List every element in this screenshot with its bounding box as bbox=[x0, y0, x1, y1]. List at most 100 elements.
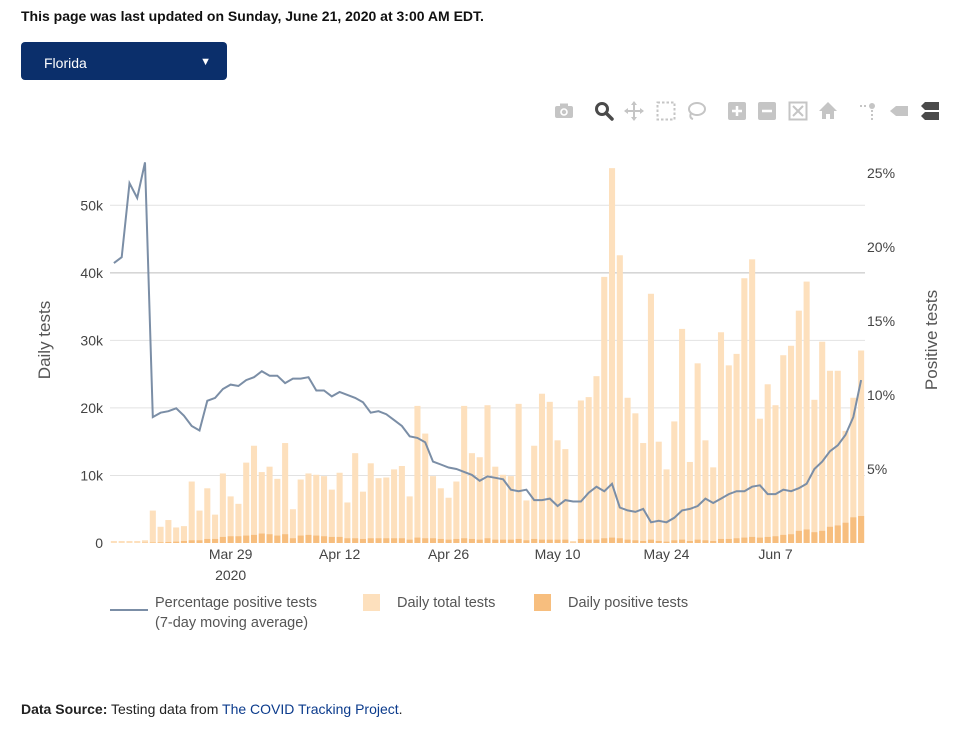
box-select-icon[interactable] bbox=[655, 100, 677, 122]
y2-tick-label: 15% bbox=[867, 313, 895, 329]
positive-tests-bar bbox=[593, 539, 600, 543]
hover-closest-icon[interactable] bbox=[888, 100, 910, 122]
positive-tests-bar bbox=[344, 538, 351, 543]
positive-tests-bar bbox=[850, 517, 857, 543]
positive-tests-bar bbox=[710, 540, 717, 543]
positive-tests-bar bbox=[484, 538, 491, 543]
spike-lines-icon[interactable] bbox=[857, 100, 879, 122]
positive-tests-bar bbox=[717, 538, 725, 543]
total-tests-bars bbox=[110, 168, 865, 543]
total-tests-bar bbox=[468, 453, 475, 543]
legend-label: Daily positive tests bbox=[568, 595, 689, 611]
total-tests-bar bbox=[780, 355, 787, 543]
data-source: Data Source: Testing data from The COVID… bbox=[21, 701, 403, 717]
positive-tests-bar bbox=[212, 538, 219, 543]
total-tests-bar bbox=[632, 413, 639, 543]
total-tests-bar bbox=[476, 457, 483, 543]
positive-tests-bar bbox=[359, 538, 366, 543]
positive-tests-bar bbox=[297, 535, 304, 543]
positive-tests-bar bbox=[305, 534, 312, 543]
total-tests-bar bbox=[554, 440, 561, 543]
total-tests-bar bbox=[640, 443, 647, 543]
total-tests-bar bbox=[842, 430, 849, 543]
positive-tests-bars bbox=[141, 515, 865, 543]
y-tick-label: 10k bbox=[80, 467, 104, 483]
positive-tests-bar bbox=[624, 539, 631, 543]
positive-tests-bar bbox=[266, 534, 273, 543]
total-tests-bar bbox=[834, 370, 841, 543]
hover-compare-icon[interactable] bbox=[918, 100, 940, 122]
reset-axes-icon[interactable] bbox=[817, 100, 839, 122]
positive-tests-bar bbox=[741, 537, 748, 543]
covid-tracking-project-link[interactable]: The COVID Tracking Project bbox=[222, 701, 399, 717]
total-tests-bar bbox=[398, 466, 405, 543]
total-tests-bar bbox=[437, 488, 444, 543]
total-tests-bar bbox=[212, 514, 219, 543]
total-tests-bar bbox=[710, 467, 717, 543]
zoom-in-icon[interactable] bbox=[726, 100, 748, 122]
total-tests-bar bbox=[811, 399, 818, 543]
total-tests-bar bbox=[274, 478, 281, 543]
positive-tests-bar bbox=[445, 539, 452, 543]
positive-tests-bar bbox=[429, 538, 437, 543]
positive-tests-bar bbox=[546, 539, 553, 543]
total-tests-bar bbox=[313, 474, 320, 543]
autoscale-icon[interactable] bbox=[787, 100, 809, 122]
total-tests-bar bbox=[756, 418, 763, 543]
y2-axis-ticks: 5% 10% 15% 20% 25% bbox=[867, 165, 895, 477]
legend-label-line-1: Percentage positive tests bbox=[155, 595, 318, 611]
total-tests-bar bbox=[819, 341, 826, 543]
y-tick-label: 40k bbox=[80, 265, 104, 281]
positive-tests-bar bbox=[500, 539, 507, 543]
total-tests-bar bbox=[375, 478, 382, 543]
x-tick-label: Apr 12 bbox=[319, 546, 360, 562]
positive-tests-bar bbox=[562, 539, 569, 543]
lasso-select-icon[interactable] bbox=[685, 100, 707, 122]
positive-tests-bar bbox=[227, 536, 234, 543]
positive-tests-bar bbox=[219, 536, 226, 543]
total-tests-bar bbox=[445, 497, 452, 543]
zoom-icon[interactable] bbox=[593, 100, 615, 122]
y-tick-label: 50k bbox=[80, 197, 104, 213]
positive-tests-bar bbox=[383, 538, 390, 543]
total-tests-bar bbox=[671, 421, 678, 543]
total-tests-bar bbox=[663, 469, 670, 543]
total-tests-bar bbox=[406, 496, 413, 543]
total-tests-bar bbox=[717, 332, 725, 543]
positive-tests-bar bbox=[507, 539, 514, 543]
positive-tests-bar bbox=[538, 539, 546, 543]
total-tests-bar bbox=[609, 168, 616, 543]
total-tests-bar bbox=[305, 473, 312, 543]
total-tests-bar bbox=[523, 500, 530, 543]
positive-tests-bar bbox=[772, 536, 779, 543]
positive-tests-bar bbox=[749, 536, 756, 543]
positive-tests-bar bbox=[204, 538, 211, 543]
positive-tests-bar bbox=[468, 538, 475, 543]
positive-tests-bar bbox=[834, 525, 841, 543]
positive-tests-bar bbox=[321, 536, 328, 543]
total-tests-bar bbox=[141, 540, 149, 543]
total-tests-bar bbox=[538, 393, 546, 543]
positive-tests-bar bbox=[453, 538, 460, 543]
positive-tests-bar bbox=[764, 536, 771, 543]
pan-icon[interactable] bbox=[623, 100, 645, 122]
positive-tests-bar bbox=[149, 542, 156, 543]
total-tests-bar bbox=[359, 491, 366, 543]
camera-icon[interactable] bbox=[553, 100, 575, 122]
positive-tests-bar bbox=[671, 540, 678, 543]
positive-tests-bar bbox=[702, 540, 709, 543]
state-select[interactable]: Florida ▼ bbox=[21, 42, 227, 80]
positive-tests-bar bbox=[165, 541, 172, 543]
y2-axis-label: Positive tests bbox=[922, 290, 941, 390]
total-tests-bar bbox=[453, 481, 460, 543]
positive-tests-bar bbox=[328, 536, 335, 543]
data-source-text: Testing data from bbox=[107, 701, 223, 717]
zoom-out-icon[interactable] bbox=[756, 100, 778, 122]
total-tests-bar bbox=[515, 403, 522, 543]
last-updated-text: This page was last updated on Sunday, Ju… bbox=[21, 8, 484, 24]
total-tests-bar bbox=[826, 370, 834, 543]
total-tests-bar bbox=[492, 466, 499, 543]
total-tests-bar bbox=[289, 509, 296, 543]
positive-tests-bar bbox=[476, 539, 483, 543]
positive-tests-bar bbox=[725, 538, 732, 543]
